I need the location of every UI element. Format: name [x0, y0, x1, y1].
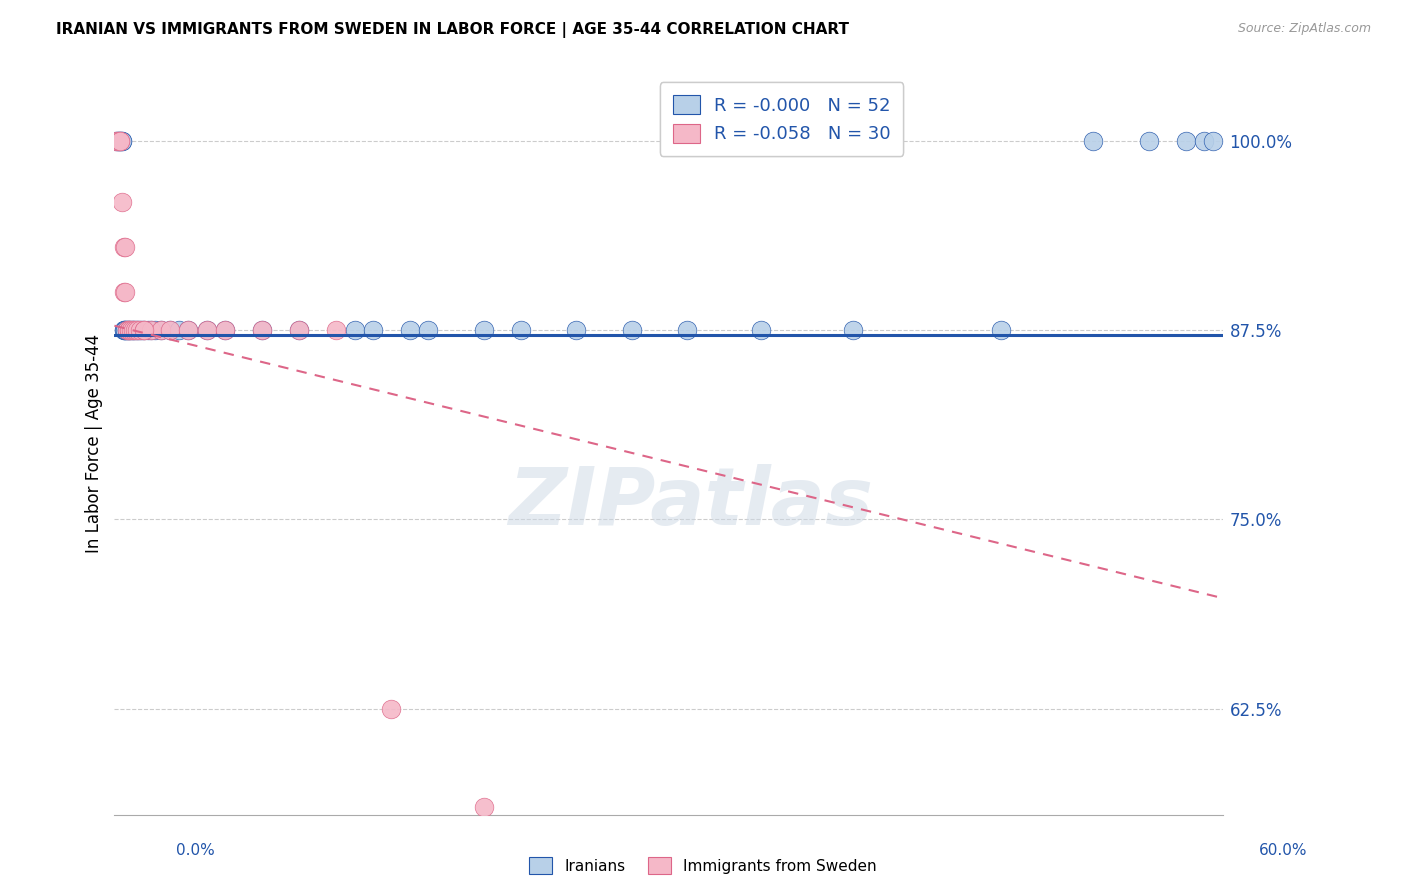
Point [141, 323, 163, 337]
Point [125, 323, 148, 337]
Point [361, 323, 384, 337]
Point [111, 194, 134, 209]
Point [990, 323, 1012, 337]
Point [472, 323, 495, 337]
Point [118, 323, 141, 337]
Point [127, 323, 149, 337]
Point [125, 323, 148, 337]
Point [565, 323, 588, 337]
Point [111, 134, 134, 148]
Legend: Iranians, Immigrants from Sweden: Iranians, Immigrants from Sweden [523, 851, 883, 880]
Point [214, 323, 236, 337]
Point [118, 323, 141, 337]
Point [472, 800, 495, 814]
Point [288, 323, 311, 337]
Point [1202, 134, 1225, 148]
Text: ZIPatlas: ZIPatlas [508, 464, 873, 542]
Point [177, 323, 200, 337]
Point [149, 323, 172, 337]
Point [509, 323, 531, 337]
Point [325, 323, 347, 337]
Point [112, 240, 135, 254]
Point [124, 323, 146, 337]
Point [117, 323, 139, 337]
Point [136, 323, 159, 337]
Point [117, 323, 139, 337]
Point [122, 323, 145, 337]
Point [131, 323, 153, 337]
Point [177, 323, 200, 337]
Point [105, 134, 128, 148]
Point [108, 134, 131, 148]
Point [214, 323, 236, 337]
Point [250, 323, 273, 337]
Point [129, 323, 152, 337]
Point [112, 323, 135, 337]
Point [132, 323, 155, 337]
Point [117, 323, 139, 337]
Point [159, 323, 181, 337]
Point [105, 134, 128, 148]
Text: 60.0%: 60.0% [1260, 843, 1308, 858]
Point [399, 323, 422, 337]
Point [108, 134, 131, 148]
Point [122, 323, 145, 337]
Point [676, 323, 699, 337]
Point [343, 323, 366, 337]
Point [1083, 134, 1105, 148]
Point [1192, 134, 1215, 148]
Point [114, 323, 136, 337]
Point [108, 134, 131, 148]
Point [132, 323, 155, 337]
Point [195, 323, 218, 337]
Point [143, 323, 166, 337]
Point [122, 323, 145, 337]
Point [159, 323, 181, 337]
Point [132, 323, 155, 337]
Point [120, 323, 142, 337]
Point [129, 323, 152, 337]
Legend: R = -0.000   N = 52, R = -0.058   N = 30: R = -0.000 N = 52, R = -0.058 N = 30 [659, 82, 903, 156]
Text: IRANIAN VS IMMIGRANTS FROM SWEDEN IN LABOR FORCE | AGE 35-44 CORRELATION CHART: IRANIAN VS IMMIGRANTS FROM SWEDEN IN LAB… [56, 22, 849, 38]
Point [149, 323, 172, 337]
Point [112, 285, 135, 300]
Point [108, 134, 131, 148]
Point [107, 134, 129, 148]
Point [114, 285, 136, 300]
Point [114, 323, 136, 337]
Text: 0.0%: 0.0% [176, 843, 215, 858]
Text: Source: ZipAtlas.com: Source: ZipAtlas.com [1237, 22, 1371, 36]
Point [120, 323, 142, 337]
Point [111, 134, 134, 148]
Point [250, 323, 273, 337]
Point [124, 323, 146, 337]
Point [288, 323, 311, 337]
Point [380, 701, 402, 715]
Point [1137, 134, 1160, 148]
Point [114, 240, 136, 254]
Y-axis label: In Labor Force | Age 35-44: In Labor Force | Age 35-44 [86, 334, 103, 553]
Point [842, 323, 865, 337]
Point [112, 323, 135, 337]
Point [107, 134, 129, 148]
Point [1174, 134, 1197, 148]
Point [141, 323, 163, 337]
Point [749, 323, 772, 337]
Point [118, 323, 141, 337]
Point [118, 323, 141, 337]
Point [620, 323, 643, 337]
Point [195, 323, 218, 337]
Point [107, 134, 129, 148]
Point [418, 323, 440, 337]
Point [167, 323, 190, 337]
